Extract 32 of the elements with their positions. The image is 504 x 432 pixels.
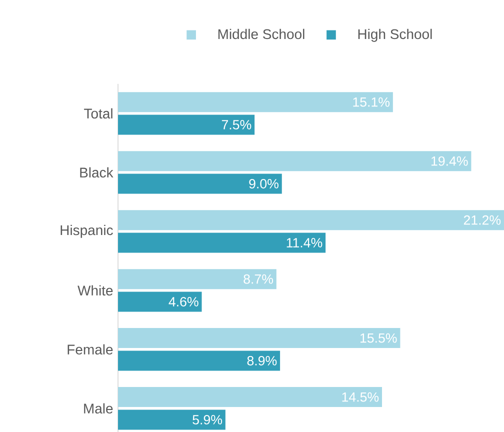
y-tick-label: Total: [84, 108, 112, 119]
y-tick-label: Female: [68, 344, 113, 355]
data-label: 4.6%: [168, 297, 198, 306]
bar: [118, 328, 400, 348]
bar: [118, 269, 276, 290]
bar: [118, 387, 382, 408]
y-tick-label: Black: [80, 167, 114, 178]
data-label: 5.9%: [192, 415, 222, 424]
data-label: 9.0%: [249, 179, 278, 188]
bar: [118, 410, 226, 430]
y-tick-label: White: [78, 285, 113, 296]
data-label: 7.5%: [222, 120, 252, 130]
data-label: 8.9%: [247, 356, 277, 366]
data-label: 8.7%: [244, 274, 274, 284]
bar: [118, 151, 472, 172]
bar: [118, 292, 202, 312]
data-label: 14.5%: [342, 392, 379, 402]
data-label: 11.4%: [286, 238, 322, 248]
y-tick-label: Hispanic: [60, 224, 113, 238]
data-label: 19.4%: [432, 156, 468, 166]
legend-label: High School: [358, 28, 432, 42]
legend-label: Middle School: [218, 28, 304, 40]
data-label: 15.1%: [353, 97, 390, 107]
bar: [118, 92, 393, 112]
bar: [118, 232, 326, 253]
data-label: 15.5%: [360, 333, 397, 343]
y-tick-label: Male: [84, 403, 113, 414]
data-label: 21.2%: [464, 215, 501, 225]
bar: [118, 350, 280, 371]
bar: [118, 114, 255, 135]
bar: [118, 174, 282, 194]
bar: [118, 210, 504, 230]
